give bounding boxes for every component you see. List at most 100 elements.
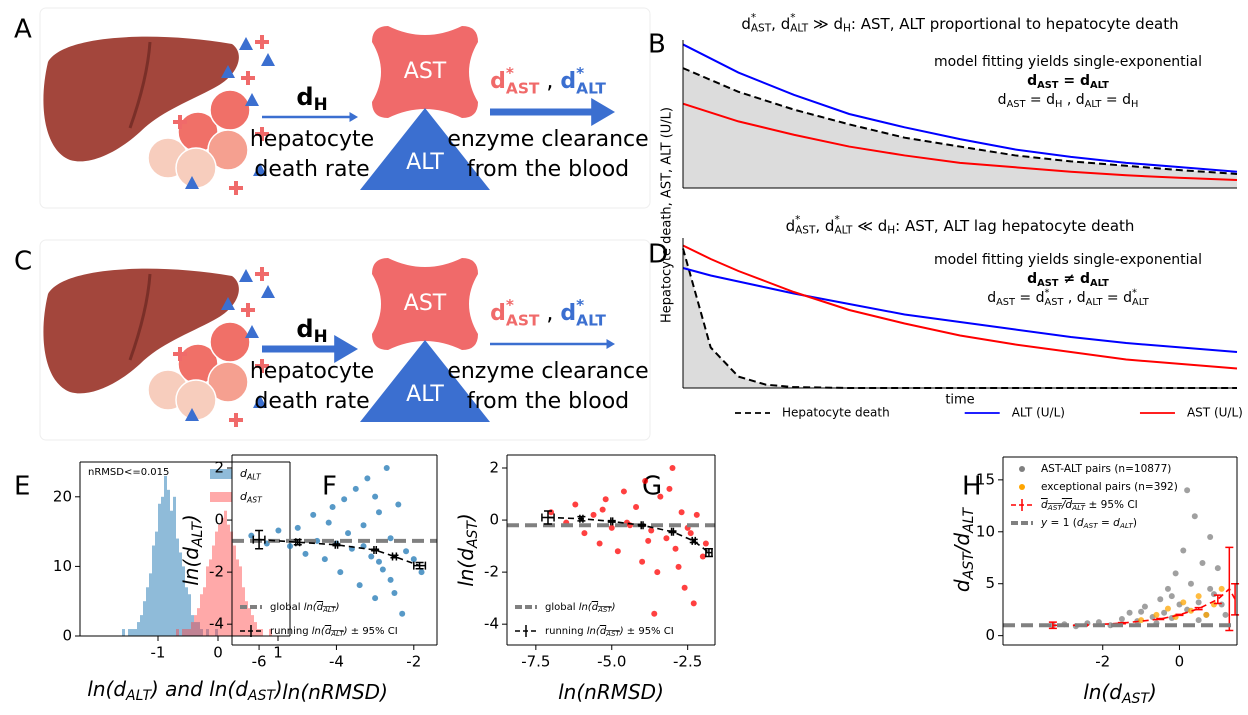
annotation: nRMSD<=0.015 [88, 467, 169, 478]
x-axis-label: ln(nRMSD) [282, 680, 388, 704]
histogram-bar [233, 545, 236, 636]
histogram-bar [239, 566, 242, 636]
text-run: = [1102, 290, 1123, 306]
scatter-point [1118, 616, 1125, 623]
histogram-bar [146, 587, 149, 636]
legend-marker [210, 469, 232, 479]
scatter-point [693, 511, 700, 518]
histogram-bar [176, 629, 179, 636]
scatter-point [1126, 609, 1133, 616]
scatter-point [379, 566, 386, 573]
histogram-bar [167, 489, 170, 636]
text-run: ) [335, 602, 340, 613]
text-run: ≪ [852, 217, 877, 235]
subscript: AST [1121, 691, 1150, 707]
histogram-bar [206, 629, 209, 636]
histogram-bar [143, 601, 146, 636]
subscript: AST [751, 23, 772, 35]
ast-molecule [255, 35, 269, 49]
line [682, 102, 1238, 182]
scatter-point [352, 485, 359, 492]
arrow-head [591, 98, 615, 126]
liver-vessel [128, 41, 152, 129]
subscript: AST [1007, 99, 1027, 110]
scatter-point [1195, 593, 1202, 600]
error-bar [691, 536, 697, 545]
subscript: ALT [790, 23, 809, 35]
panel-label: A [14, 15, 32, 45]
alt-molecule [239, 37, 253, 50]
error-bar [541, 513, 555, 522]
text-run: = [1101, 92, 1122, 108]
x-axis-label: ln(nRMSD) [558, 680, 664, 704]
scatter-point [620, 488, 627, 495]
scatter-point [596, 540, 603, 547]
histogram-bar [158, 503, 161, 636]
subscript: ALT [1132, 297, 1150, 308]
superscript: * [1132, 287, 1137, 298]
annotation: model fitting yields single-exponential [934, 54, 1202, 70]
scatter-point [1218, 585, 1225, 592]
y-axis-label: ln(dALT) [179, 514, 207, 586]
scatter-point [687, 530, 694, 537]
histogram-bar [128, 629, 131, 636]
text-run: / [1061, 499, 1067, 511]
histogram-bar [155, 531, 158, 636]
rate-label: d* AST , d* ALT [490, 64, 606, 97]
histogram-bar [197, 608, 200, 636]
histogram-bar [197, 622, 200, 636]
subscript: AST [506, 311, 540, 329]
hepatocyte [207, 361, 249, 403]
rate-description: hepatocyte [250, 359, 374, 384]
subscript: AST [1037, 80, 1059, 91]
ast-molecule [241, 71, 255, 85]
text-run: ) [343, 626, 348, 637]
text-run: = [1058, 73, 1079, 89]
y-tick-label: 2 [489, 459, 499, 477]
y-tick-label: 20 [53, 487, 72, 505]
x-tick-label: -6 [252, 653, 267, 671]
arrow-head [334, 335, 358, 363]
scatter-point [387, 535, 394, 542]
error-bar [640, 521, 644, 530]
text-run: d [240, 467, 248, 480]
annotation: dAST ≠ dALT [1027, 271, 1109, 289]
subscript: ALT [576, 79, 606, 97]
error-bar [1175, 613, 1184, 617]
scatter-point [383, 465, 390, 472]
panel-label: E [14, 472, 30, 502]
scatter-point [669, 465, 676, 472]
x-tick-label: -2 [1095, 653, 1110, 671]
text-run: d [1080, 73, 1090, 89]
scatter-point [329, 504, 336, 511]
subscript: ALT [1071, 503, 1086, 512]
scatter-point [666, 485, 673, 492]
subscript: H [887, 225, 895, 237]
rate-description: from the blood [467, 157, 629, 182]
scatter-point [681, 584, 688, 591]
scatter-point [572, 501, 579, 508]
area [683, 248, 1237, 388]
text-run: d [741, 15, 751, 33]
text-run: , [771, 15, 781, 33]
scatter-point [699, 553, 706, 560]
scatter-point [403, 548, 410, 555]
line [682, 248, 1237, 389]
ast-shape [372, 258, 478, 350]
text-run: d [1046, 92, 1055, 108]
text-run: d [833, 15, 843, 33]
scatter-point [1164, 585, 1171, 592]
text-run: running [270, 626, 312, 637]
error-bar [413, 561, 427, 570]
subscript: AST [961, 551, 977, 580]
rate-description: enzyme clearance [447, 359, 648, 384]
scatter-point [418, 569, 425, 576]
ast-molecule [255, 267, 269, 281]
histogram-bar [221, 517, 224, 636]
text-run: : AST, ALT proportional to hepatocyte de… [851, 15, 1179, 33]
text-run: global [270, 602, 304, 613]
enzyme-label: ALT [406, 150, 444, 175]
subscript: ALT [246, 472, 262, 481]
